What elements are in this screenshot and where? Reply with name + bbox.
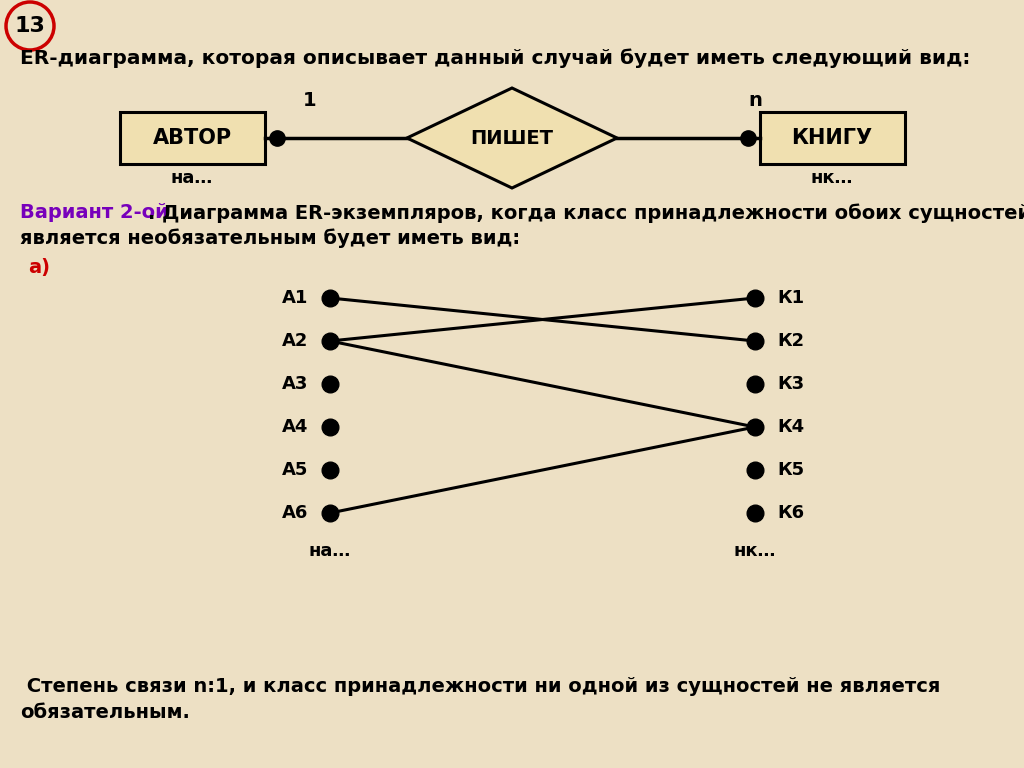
Text: К4: К4	[777, 418, 804, 436]
Text: А2: А2	[282, 332, 308, 350]
Text: Вариант 2-ой: Вариант 2-ой	[20, 204, 169, 223]
Text: нк…: нк…	[734, 542, 776, 560]
Text: обязательным.: обязательным.	[20, 703, 189, 723]
Text: 1: 1	[303, 91, 316, 110]
Text: на…: на…	[309, 542, 351, 560]
FancyBboxPatch shape	[760, 112, 904, 164]
Text: К6: К6	[777, 504, 804, 522]
FancyBboxPatch shape	[120, 112, 264, 164]
Text: К3: К3	[777, 375, 804, 393]
Text: ER-диаграмма, которая описывает данный случай будет иметь следующий вид:: ER-диаграмма, которая описывает данный с…	[20, 48, 971, 68]
Text: АВТОР: АВТОР	[153, 128, 231, 148]
Text: А6: А6	[282, 504, 308, 522]
Text: А1: А1	[282, 289, 308, 307]
Text: нк…: нк…	[811, 169, 853, 187]
Text: А4: А4	[282, 418, 308, 436]
Text: А3: А3	[282, 375, 308, 393]
Text: n: n	[749, 91, 762, 110]
Text: на…: на…	[171, 169, 213, 187]
Text: Степень связи n:1, и класс принадлежности ни одной из сущностей не является: Степень связи n:1, и класс принадлежност…	[20, 677, 940, 696]
Text: А5: А5	[282, 461, 308, 479]
Text: К1: К1	[777, 289, 804, 307]
Text: а): а)	[28, 259, 50, 277]
Text: ПИШЕТ: ПИШЕТ	[470, 128, 554, 147]
Polygon shape	[407, 88, 617, 188]
Text: 13: 13	[14, 16, 45, 36]
Text: является необязательным будет иметь вид:: является необязательным будет иметь вид:	[20, 228, 520, 248]
Text: КНИГУ: КНИГУ	[792, 128, 872, 148]
Text: К5: К5	[777, 461, 804, 479]
Text: К2: К2	[777, 332, 804, 350]
Text: . Диаграмма ER-экземпляров, когда класс принадлежности обоих сущностей: . Диаграмма ER-экземпляров, когда класс …	[148, 204, 1024, 223]
